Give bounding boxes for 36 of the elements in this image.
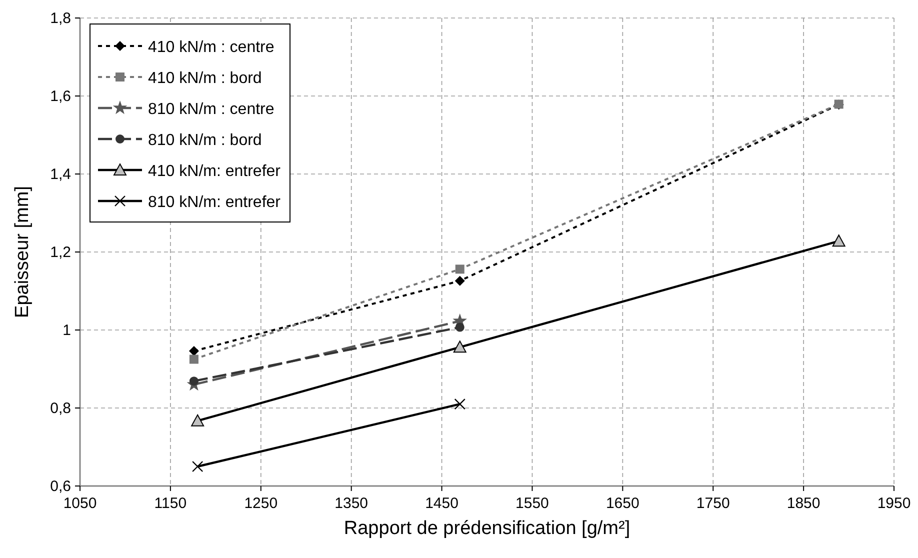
legend-label: 410 kN/m : centre	[148, 39, 274, 56]
y-tick-label: 0,8	[50, 400, 71, 417]
y-tick-label: 0,6	[50, 478, 71, 495]
x-tick-label: 1350	[334, 495, 368, 512]
point	[832, 234, 846, 247]
x-tick-label: 1550	[516, 495, 549, 512]
point	[454, 398, 466, 410]
x-tick-label: 1950	[877, 495, 911, 512]
x-tick-label: 1150	[154, 495, 187, 512]
x-tick-label: 1850	[786, 495, 820, 512]
point	[455, 322, 464, 332]
legend-label: 810 kN/m : centre	[148, 101, 274, 118]
point	[192, 460, 204, 472]
legend-label: 410 kN/m: entrefer	[148, 163, 282, 180]
y-tick-label: 1	[62, 322, 71, 339]
point	[189, 376, 198, 386]
point	[191, 414, 204, 426]
x-axis-title: Rapport de prédensification [g/m²]	[344, 518, 630, 539]
point	[189, 354, 198, 364]
x-tick-label: 1450	[425, 495, 458, 512]
point	[455, 264, 464, 274]
y-axis-title: Epaisseur [mm]	[12, 186, 33, 318]
x-tick-label: 1750	[696, 495, 730, 512]
point	[188, 346, 199, 356]
y-tick-label: 1,2	[50, 244, 71, 261]
x-tick-label: 1250	[244, 495, 278, 512]
legend-label: 810 kN/m : bord	[148, 132, 262, 149]
y-tick-label: 1,4	[50, 166, 71, 183]
point	[453, 340, 466, 353]
legend-label: 410 kN/m : bord	[148, 70, 262, 87]
y-tick-label: 1,8	[50, 10, 71, 27]
x-tick-label: 1650	[606, 495, 640, 512]
point	[454, 276, 465, 286]
y-tick-label: 1,6	[50, 88, 71, 105]
legend-label: 810 kN/m: entrefer	[148, 194, 282, 211]
x-tick-label: 1050	[63, 495, 97, 512]
